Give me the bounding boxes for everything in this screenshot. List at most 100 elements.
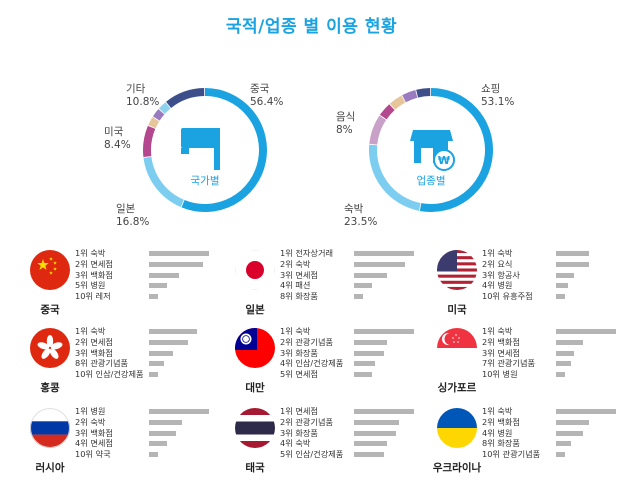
slice-숙박 (369, 144, 421, 211)
rank-bar (556, 283, 568, 289)
rank-bar (556, 261, 589, 267)
country-panel: 대만 1위 숙박 2위 관광기념품 3위 화장품 4위 인삼/건강제품 5위 면세점 (232, 326, 427, 404)
rank-bar (556, 350, 574, 356)
rank-label: 1위 숙박 (482, 406, 513, 416)
slice-minor-0 (148, 117, 160, 129)
singapore-flag-icon (437, 328, 477, 368)
rank-bar (354, 441, 387, 447)
country-panel: 홍콩 1위 숙박 2위 면세점 3위 백화점 8위 관광기념품 10위 인삼/건강제품 (27, 326, 222, 404)
donut2-center-label: 업종별 (417, 174, 446, 187)
rank-label: 3위 백화점 (75, 347, 113, 358)
rank-label: 10위 관광기념품 (482, 449, 541, 460)
industry-donut (369, 88, 493, 212)
country-panel: 태국 1위 면세점 2위 관광기념품 3위 화장품 4위 숙박 5위 인삼/건강제품 (232, 406, 427, 484)
country-name: 일본 (245, 304, 265, 316)
country-panel: 우크라이나 1위 숙박 2위 백화점 4위 병원 8위 화장품 10위 관광기념품 (433, 406, 623, 484)
slice-minor-2 (158, 102, 171, 114)
rank-label: 3위 백화점 (75, 269, 113, 280)
rank-label: 2위 숙박 (280, 258, 311, 269)
rank-label: 2위 면세점 (75, 258, 113, 269)
rank-bar (556, 361, 571, 367)
country-panel: 일본 1위 전자상거래 2위 숙박 3위 면세점 4위 패션 8위 화장품 (232, 248, 427, 326)
country-name: 우크라이나 (432, 462, 482, 474)
rank-label: 2위 요식 (482, 258, 513, 269)
country-name: 홍콩 (40, 382, 60, 394)
rank-label: 5위 인삼/건강제품 (280, 449, 344, 460)
rank-bar (556, 251, 589, 256)
rank-label: 3위 면세점 (482, 347, 520, 358)
label-shopping: 쇼핑 53.1% (481, 83, 515, 108)
svg-text:₩: ₩ (438, 154, 450, 167)
rank-bar (354, 419, 399, 425)
rank-label: 1위 전자상거래 (280, 248, 334, 258)
rank-label: 5위 병원 (75, 280, 106, 291)
rank-bar (354, 372, 372, 378)
rank-bar (354, 261, 405, 267)
rank-bar (149, 261, 203, 267)
slice-일본 (143, 156, 185, 208)
rank-bar (556, 409, 616, 414)
rank-bar (149, 251, 209, 256)
flag-sign-icon (181, 128, 220, 170)
rank-bar (354, 294, 363, 300)
rank-label: 1위 숙박 (482, 248, 513, 258)
slice-음식 (369, 115, 387, 145)
rank-bar (149, 409, 209, 414)
rank-label: 4위 숙박 (280, 438, 311, 449)
rank-bar (149, 294, 158, 300)
slice-쇼핑 (419, 88, 493, 212)
country-name: 중국 (40, 304, 60, 316)
rank-label: 2위 백화점 (482, 416, 520, 427)
rank-label: 2위 숙박 (75, 416, 106, 427)
rank-bar (149, 272, 179, 278)
rank-bar (556, 372, 565, 378)
rank-bar (354, 361, 375, 367)
rank-bar (149, 283, 167, 289)
slice-minor-1 (389, 95, 406, 110)
rank-label: 3위 백화점 (75, 427, 113, 438)
label-china: 중국 56.4% (250, 83, 284, 108)
rank-label: 4위 패션 (280, 280, 311, 291)
slice-minor-0 (379, 104, 395, 120)
label-usa: 미국 8.4% (104, 126, 131, 151)
taiwan-flag-icon (235, 328, 275, 368)
thailand-flag-icon (235, 408, 275, 448)
country-panel: 미국 1위 숙박 2위 요식 3위 항공사 4위 병원 10위 유흥주점 (434, 248, 623, 326)
rank-bar (556, 329, 616, 334)
rank-label: 2위 관광기념품 (280, 336, 334, 347)
donut-charts: 국가별 ₩ 업종별 (143, 88, 493, 212)
rank-label: 4위 인삼/건강제품 (280, 358, 344, 369)
country-panel: 러시아 1위 병원 2위 숙박 3위 백화점 4위 면세점 10위 약국 (27, 406, 222, 484)
country-panel: 중국 1위 숙박 2위 면세점 3위 백화점 5위 병원 10위 레저 (27, 248, 222, 326)
rank-label: 5위 면세점 (280, 369, 318, 380)
store-icon: ₩ (410, 130, 455, 171)
rank-bar (354, 409, 414, 414)
rank-label: 3위 항공사 (482, 269, 520, 280)
nationality-donut (143, 88, 267, 212)
rank-bar (149, 350, 173, 356)
rank-bar (556, 419, 589, 425)
rank-bar (149, 339, 188, 345)
rank-label: 8위 화장품 (482, 438, 520, 449)
russia-flag-icon (30, 408, 70, 448)
country-name: 미국 (447, 304, 467, 316)
rank-label: 1위 숙박 (482, 326, 513, 336)
slice-기타 (166, 88, 205, 109)
country-name: 싱가포르 (437, 382, 477, 394)
slice-minor-3 (416, 88, 431, 98)
rank-label: 7위 관광기념품 (482, 358, 536, 369)
rank-bar (556, 272, 574, 278)
country-panel: 싱가포르 1위 숙박 2위 백화점 3위 면세점 7위 관광기념품 10위 병원 (434, 326, 623, 404)
country-name: 대만 (245, 382, 265, 394)
rank-bar (149, 452, 158, 458)
rank-label: 2위 면세점 (75, 336, 113, 347)
rank-bar (149, 329, 197, 334)
slice-minor-1 (152, 109, 165, 121)
rank-bar (149, 419, 182, 425)
ukraine-flag-icon (437, 408, 477, 448)
rank-bar (354, 329, 414, 334)
rank-bar (556, 452, 565, 458)
rank-bar (149, 430, 176, 436)
country-name: 러시아 (35, 462, 65, 474)
rank-bar (149, 372, 158, 378)
